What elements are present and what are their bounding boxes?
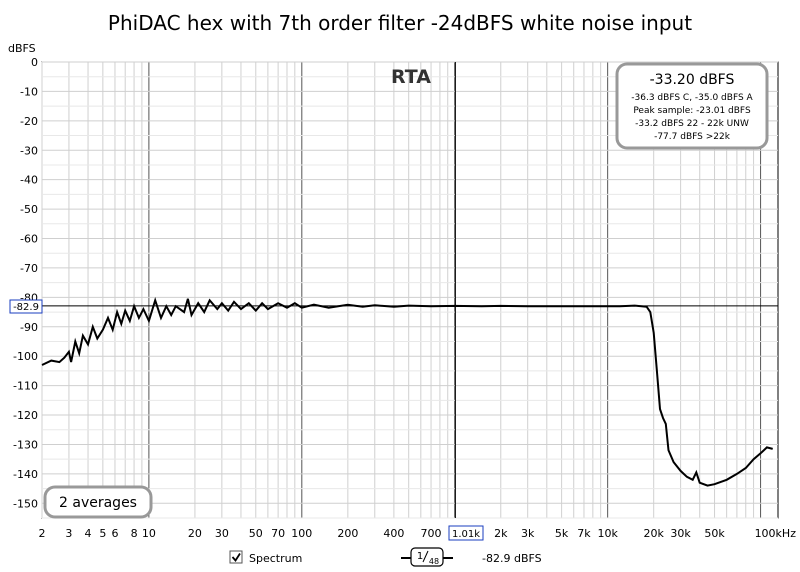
smoothing-numerator: 1	[417, 551, 423, 562]
y-tick-label: -20	[20, 115, 38, 128]
stats-main-value: -33.20 dBFS	[650, 72, 735, 88]
spectrum-toggle[interactable]: Spectrum	[229, 550, 302, 565]
y-tick-label: -100	[13, 350, 38, 363]
cursor-value-readout: -82.9 dBFS	[482, 552, 542, 565]
chart-title: PhiDAC hex with 7th order filter -24dBFS…	[108, 11, 692, 35]
x-tick-label: 2k	[494, 527, 508, 540]
stats-line-above-22k: -77.7 dBFS >22k	[654, 132, 731, 142]
x-tick-label: 3k	[521, 527, 535, 540]
x-tick-label: 3	[65, 527, 72, 540]
y-tick-label: -70	[20, 262, 38, 275]
cursor-x-value: 1.01k	[452, 529, 480, 540]
x-tick-label: 7k	[577, 527, 591, 540]
y-tick-label: -110	[13, 380, 38, 393]
x-tick-label: 4	[85, 527, 92, 540]
y-tick-label: -30	[20, 144, 38, 157]
averages-box: 2 averages	[43, 485, 153, 519]
x-tick-label: 30k	[670, 527, 691, 540]
y-tick-label: -140	[13, 468, 38, 481]
y-tick-label: -10	[20, 85, 38, 98]
averages-label: 2 averages	[59, 495, 137, 511]
x-tick-label: 200	[337, 527, 358, 540]
rta-label: RTA	[391, 66, 431, 88]
x-tick-label: 400	[383, 527, 404, 540]
y-tick-label: 0	[31, 56, 38, 69]
stats-box: -33.20 dBFS -36.3 dBFS C, -35.0 dBFS A P…	[615, 62, 769, 150]
stats-line-unweighted: -33.2 dBFS 22 - 22k UNW	[635, 119, 749, 129]
x-tick-label: 2	[39, 527, 46, 540]
x-tick-labels: 2 3 4 5 6 8 10 20 30 50 70 100 200 400 700 2k 3k 5k 7k 10k 2…	[39, 527, 797, 540]
y-axis-label: dBFS	[8, 42, 36, 55]
cursor-y-readout: -82.9	[9, 299, 43, 314]
x-tick-label: 5	[99, 527, 106, 540]
y-tick-labels: 0-10-20-30-40-50-60-70-80-90-100-110-120…	[13, 56, 38, 510]
stats-line-peak: Peak sample: -23.01 dBFS	[633, 106, 751, 116]
y-tick-label: -90	[20, 321, 38, 334]
stats-line-weighted: -36.3 dBFS C, -35.0 dBFS A	[631, 93, 753, 103]
smoothing-indicator[interactable]: 1 48	[401, 547, 453, 567]
cursor-y-value: -82.9	[13, 302, 39, 313]
smoothing-denominator: 48	[429, 557, 439, 566]
x-tick-label: 30	[215, 527, 229, 540]
x-tick-label: 70	[271, 527, 285, 540]
x-tick-label: 20k	[644, 527, 665, 540]
x-tick-label: 50k	[704, 527, 725, 540]
grid-lines	[41, 61, 778, 519]
x-tick-label: 10k	[597, 527, 618, 540]
spectrum-label: Spectrum	[249, 552, 302, 565]
x-tick-label: 6	[111, 527, 118, 540]
x-tick-label: 100kHz	[755, 527, 797, 540]
x-tick-label: 50	[249, 527, 263, 540]
y-tick-label: -60	[20, 233, 38, 246]
x-tick-label: 5k	[555, 527, 569, 540]
y-tick-label: -40	[20, 174, 38, 187]
x-tick-label: 20	[188, 527, 202, 540]
x-tick-label: 100	[291, 527, 312, 540]
y-tick-label: -120	[13, 409, 38, 422]
y-tick-label: -150	[13, 497, 38, 510]
x-tick-label: 8	[131, 527, 138, 540]
cursor-x-readout: 1.01k	[448, 525, 484, 541]
y-tick-label: -50	[20, 203, 38, 216]
x-tick-label: 10	[142, 527, 156, 540]
spectrum-trace	[41, 296, 773, 487]
x-tick-label: 700	[421, 527, 442, 540]
checkmark-icon	[231, 553, 241, 563]
y-tick-label: -130	[13, 438, 38, 451]
fraction-slash-icon	[422, 550, 429, 563]
